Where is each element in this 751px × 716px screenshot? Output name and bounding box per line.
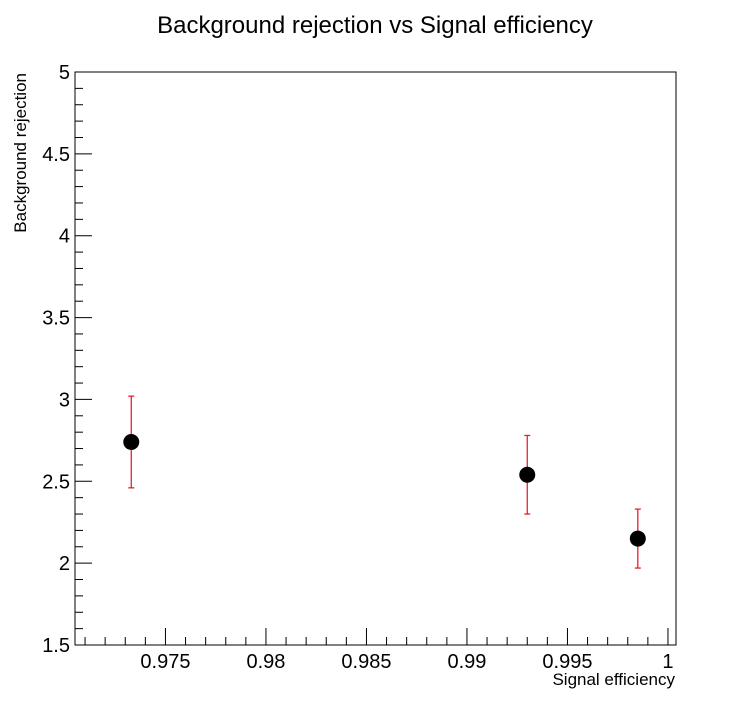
x-axis-title: Signal efficiency bbox=[552, 670, 675, 689]
data-point bbox=[629, 530, 646, 547]
y-tick-label: 4 bbox=[59, 226, 70, 248]
x-tick-label: 0.98 bbox=[246, 651, 285, 673]
x-tick-label: 0.975 bbox=[140, 651, 190, 673]
data-points bbox=[123, 433, 646, 547]
error-bars bbox=[128, 395, 641, 569]
y-axis-title: Background rejection bbox=[11, 73, 30, 233]
y-axis-tick-labels: 1.5 2 2.5 3 3.5 4 4.5 5 bbox=[42, 62, 70, 657]
data-point bbox=[519, 466, 536, 483]
y-tick-label: 2.5 bbox=[42, 471, 70, 493]
x-tick-label: 0.99 bbox=[447, 651, 486, 673]
y-tick-label: 3 bbox=[59, 389, 70, 411]
y-tick-label: 1.5 bbox=[42, 635, 70, 657]
plot-frame bbox=[74, 71, 677, 646]
y-axis-ticks bbox=[75, 71, 92, 646]
x-axis-tick-labels: 0.975 0.98 0.985 0.99 0.995 1 bbox=[140, 651, 673, 673]
y-tick-label: 5 bbox=[59, 62, 70, 84]
x-axis-ticks bbox=[84, 628, 669, 645]
x-tick-label: 1 bbox=[662, 651, 673, 673]
y-tick-label: 2 bbox=[59, 553, 70, 575]
y-tick-label: 3.5 bbox=[42, 308, 70, 330]
chart-title: Background rejection vs Signal efficienc… bbox=[157, 12, 593, 39]
x-tick-label: 0.995 bbox=[542, 651, 592, 673]
x-tick-label: 0.985 bbox=[341, 651, 391, 673]
y-tick-label: 4.5 bbox=[42, 144, 70, 166]
data-point bbox=[123, 433, 140, 450]
